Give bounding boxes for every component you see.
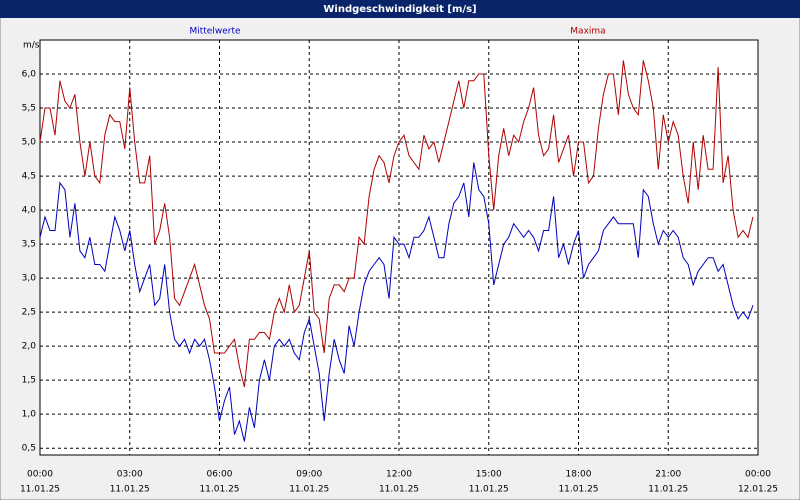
x-tick-date: 11.01.25	[20, 485, 60, 495]
title-bar	[0, 0, 800, 18]
x-tick-label: 06:00	[207, 470, 233, 480]
y-tick-label: 6,0	[22, 70, 37, 80]
x-tick-label: 21:00	[655, 470, 681, 480]
y-tick-label: 0,5	[22, 444, 36, 454]
y-tick-label: 1,5	[22, 376, 36, 386]
x-tick-date: 11.01.25	[379, 485, 419, 495]
x-tick-date: 12.01.25	[738, 485, 778, 495]
y-tick-label: 5,5	[22, 104, 36, 114]
x-tick-label: 09:00	[296, 470, 322, 480]
y-tick-label: 2,0	[22, 342, 37, 352]
x-tick-label: 18:00	[566, 470, 592, 480]
legend-label: Maxima	[570, 27, 605, 37]
x-tick-date: 11.01.25	[648, 485, 688, 495]
x-tick-label: 00:00	[745, 470, 771, 480]
x-tick-date: 11.01.25	[469, 485, 509, 495]
y-tick-label: 4,0	[22, 206, 37, 216]
x-tick-date: 11.01.25	[289, 485, 329, 495]
y-axis-label: m/s	[23, 41, 40, 51]
y-tick-label: 2,5	[22, 308, 36, 318]
y-tick-label: 3,5	[22, 240, 36, 250]
x-tick-label: 12:00	[386, 470, 412, 480]
y-tick-label: 4,5	[22, 172, 36, 182]
series-line	[39, 162, 754, 442]
x-tick-date: 11.01.25	[199, 485, 239, 495]
y-tick-label: 1,0	[22, 410, 37, 420]
legend-label: Mittelwerte	[189, 27, 240, 37]
x-tick-label: 00:00	[27, 470, 53, 480]
y-tick-label: 5,0	[22, 138, 37, 148]
y-tick-label: 3,0	[22, 274, 37, 284]
x-tick-label: 03:00	[117, 470, 143, 480]
x-tick-label: 15:00	[476, 470, 502, 480]
chart-title: Windgeschwindigkeit [m/s]	[323, 4, 476, 15]
x-tick-date: 11.01.25	[110, 485, 150, 495]
series-line	[39, 60, 754, 388]
x-tick-date: 11.01.25	[558, 485, 598, 495]
